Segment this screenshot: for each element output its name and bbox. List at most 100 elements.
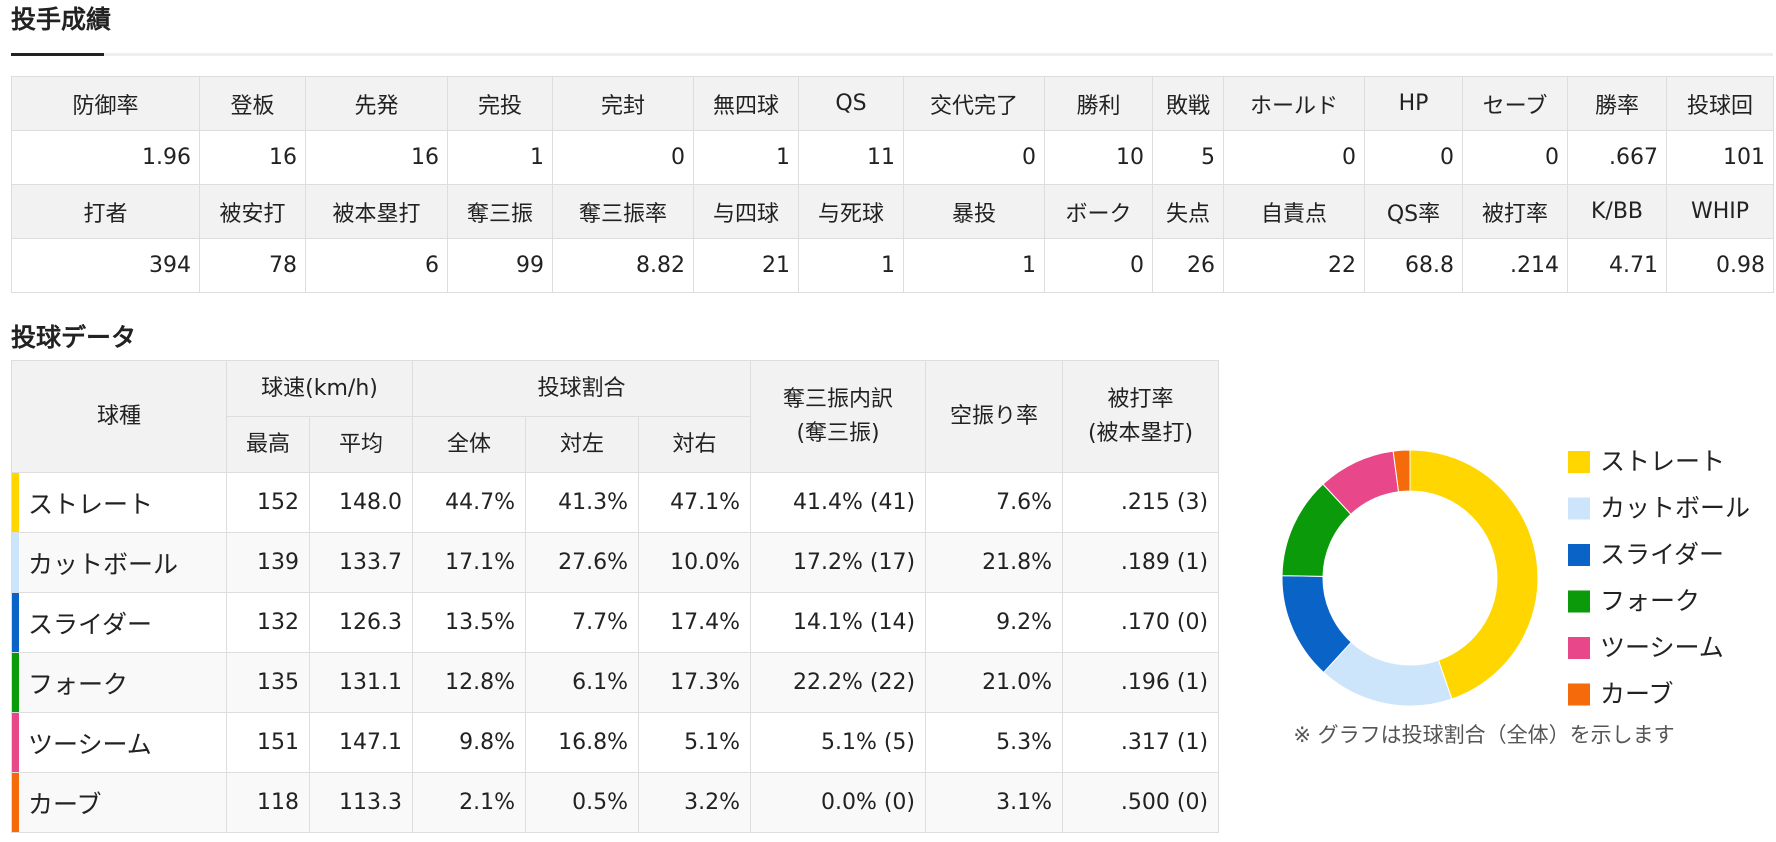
value-cell: 3.2% [638,772,752,833]
value-cell: 17.2% (17) [750,532,927,593]
value-cell: 133.7 [308,532,414,593]
header-cell: 勝利 [1044,76,1153,131]
value-cell: 5 [1152,130,1224,185]
value-cell: .215 (3) [1062,472,1220,533]
header-line: (奪三振) [796,420,880,446]
section-title: 投手成績 [11,5,112,34]
pitch-name: スライダー [28,609,153,639]
chart-note: ※ グラフは投球割合（全体）を示します [1293,723,1674,747]
header-cell: 投球回 [1666,76,1774,131]
header-cell: K/BB [1567,184,1667,239]
legend-swatch [1568,451,1590,473]
value-cell: 151 [226,712,310,773]
header-cell: 防御率 [11,76,200,131]
value-cell: 101 [1666,130,1774,185]
pitch-color-bar [12,533,19,592]
value-cell: 0 [903,130,1045,185]
header-cell: 対左 [525,416,640,473]
value-cell: 1 [798,238,904,293]
value-cell: 11 [798,130,904,185]
header-cell: 被打率 [1462,184,1568,239]
value-cell: 44.7% [412,472,527,533]
header-cell: 先発 [305,76,448,131]
table-row: 394 78 6 99 8.82 21 1 1 0 26 22 68.8.214 4.71 0.98 [11,238,1774,293]
pitch-name: カーブ [28,789,102,819]
value-cell: 1 [693,130,799,185]
value-cell: 0 [1044,238,1153,293]
value-cell: 17.4% [638,592,752,653]
value-cell: 8.82 [552,238,694,293]
header-line: 被打率 [1107,386,1174,412]
header-cell: 被打率 (被本塁打) [1062,360,1220,473]
value-cell: 17.1% [412,532,527,593]
header-cell: 勝率 [1567,76,1667,131]
header-cell: 被本塁打 [305,184,448,239]
header-cell: 暴投 [903,184,1045,239]
value-cell: 1 [447,130,553,185]
pitch-name-cell: ストレート [11,472,227,533]
value-cell: 17.3% [638,652,752,713]
value-cell: .667 [1567,130,1667,185]
value-cell: 47.1% [638,472,752,533]
legend-label: カーブ [1600,680,1674,709]
pitch-color-bar [12,473,19,532]
value-cell: 394 [11,238,200,293]
pitch-name: ストレート [28,489,154,519]
value-cell: 148.0 [308,472,414,533]
value-cell: 14.1% (14) [750,592,927,653]
header-cell: 被安打 [199,184,306,239]
value-cell: 22.2% (22) [750,652,927,713]
section-title: 投球データ [11,323,137,352]
header-cell: ホールド [1223,76,1365,131]
value-cell: 10.0% [638,532,752,593]
pitch-name-cell: スライダー [11,592,227,653]
header-cell: 与死球 [798,184,904,239]
value-cell: 27.6% [525,532,640,593]
header-cell: 球速(km/h) [225,360,414,417]
header-cell: 奪三振 [447,184,553,239]
value-cell: 132 [226,592,310,653]
header-cell: 失点 [1152,184,1224,239]
value-cell: 7.6% [925,472,1064,533]
value-cell: 7.7% [525,592,640,653]
header-cell: 空振り率 [925,360,1064,473]
value-cell: 1.96 [11,130,200,185]
table-row: 防御率 登板 先発 完投 完封 無四球 QS 交代完了 勝利 敗戦 ホールド HP セーブ 勝率 投球回 [11,76,1774,131]
value-cell: 147.1 [308,712,414,773]
header-line: 奪三振内訳 [783,386,894,412]
header-cell: 完投 [447,76,553,131]
value-cell: .189 (1) [1062,532,1220,593]
value-cell: 5.1% [638,712,752,773]
value-cell: 1 [903,238,1045,293]
header-cell: 奪三振率 [552,184,694,239]
value-cell: 9.2% [925,592,1064,653]
header-cell: 自責点 [1223,184,1365,239]
legend-swatch [1568,497,1590,520]
value-cell: 10 [1044,130,1153,185]
header-cell: 球種 [11,360,227,473]
value-cell: 0.5% [525,772,640,833]
header-cell: 最高 [226,416,310,473]
header-cell: 与四球 [693,184,799,239]
value-cell: 0.98 [1666,238,1774,293]
value-cell: 118 [226,772,310,833]
pitch-color-bar [12,653,19,712]
value-cell: 139 [226,532,310,593]
table-row: 打者 被安打 被本塁打 奪三振 奪三振率 与四球 与死球 暴投 ボーク 失点 自責点 QS率 被打率 K/… [11,184,1774,239]
legend-label: ツーシーム [1600,633,1724,662]
pitch-name-cell: フォーク [11,652,227,713]
pitch-row: スライダー 132 126.3 13.5% 7.7% 17.4% 14.1% (14) 9.2… [11,592,1220,653]
value-cell: 16 [305,130,448,185]
header-cell: 打者 [11,184,200,239]
header-cell: 平均 [308,416,414,473]
pitch-row: ツーシーム 151 147.1 9.8% 16.8% 5.1% 5.1% (5) 5.3% .3… [11,712,1220,773]
pitch-name-cell: ツーシーム [11,712,227,773]
legend-swatch [1568,544,1590,566]
pitch-row: カットボール 139 133.7 17.1% 27.6% 10.0% 17.2% (17) 2… [11,532,1220,593]
legend-swatch [1568,683,1590,706]
value-cell: 78 [199,238,306,293]
value-cell: 0 [1223,130,1365,185]
pitch-name-cell: カーブ [11,772,227,833]
